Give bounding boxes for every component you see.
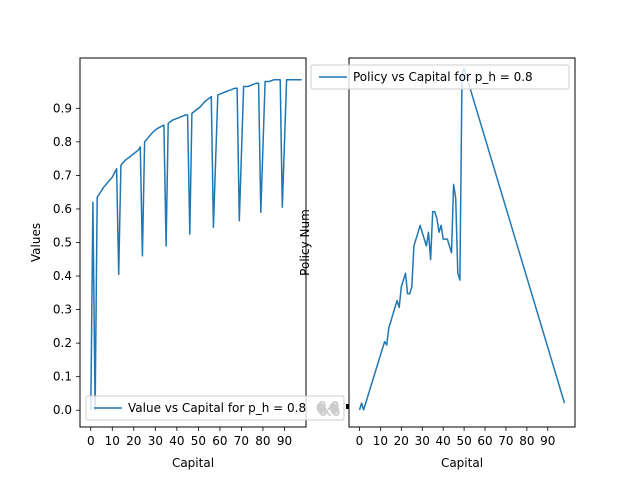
x-tick-label: 0 [356,434,364,448]
policy-legend-label: Policy vs Capital for p_h = 0.8 [353,70,533,84]
x-tick-label: 30 [148,434,163,448]
policy-legend: Policy vs Capital for p_h = 0.8 [310,64,570,90]
y-tick-label: 0.9 [53,101,72,115]
x-tick-label: 80 [519,434,534,448]
x-tick-label: 10 [373,434,388,448]
policy-x-ticks: 0 10 20 30 40 50 60 70 80 90 [356,427,555,448]
x-tick-label: 80 [255,434,270,448]
x-tick-label: 70 [234,434,249,448]
value-y-axis-label: Values [29,223,43,262]
x-tick-label: 90 [277,434,292,448]
x-tick-label: 40 [436,434,451,448]
value-x-axis-label: Capital [172,456,214,470]
policy-chart: 0 10 20 30 40 50 60 70 80 90 Capital Policy Num [298,57,576,470]
y-tick-label: 0.7 [53,168,72,182]
x-tick-label: 40 [169,434,184,448]
x-tick-label: 20 [126,434,141,448]
policy-legend-box [310,64,570,90]
value-series-lines [90,79,302,411]
series-line-0 [358,67,566,411]
y-tick-label: 0.4 [53,269,72,283]
series-line-0 [90,79,302,411]
overlap-tick-mark [346,404,349,409]
x-tick-label: 0 [87,434,95,448]
value-legend: Value vs Capital for p_h = 0.8 [85,395,345,421]
x-tick-label: 60 [212,434,227,448]
x-tick-label: 70 [498,434,513,448]
y-tick-label: 0.8 [53,135,72,149]
policy-series-lines [358,67,566,411]
y-tick-label: 0.3 [53,303,72,317]
y-tick-label: 0.0 [53,403,72,417]
policy-plot-frame [348,57,576,428]
x-tick-label: 50 [456,434,471,448]
x-tick-label: 20 [394,434,409,448]
value-x-ticks: 0 10 20 30 40 50 60 70 80 90 [87,427,292,448]
x-tick-label: 60 [477,434,492,448]
x-tick-label: 30 [415,434,430,448]
y-tick-label: 0.2 [53,336,72,350]
y-tick-label: 0.6 [53,202,72,216]
value-y-ticks: 0.0 0.1 0.2 0.3 0.4 0.5 0.6 0.7 0.8 0.9 [53,101,80,417]
policy-y-axis-label: Policy Num [298,209,312,276]
x-tick-label: 90 [540,434,555,448]
policy-x-axis-label: Capital [441,456,483,470]
x-tick-label: 10 [105,434,120,448]
y-tick-label: 0.5 [53,236,72,250]
x-tick-label: 50 [191,434,206,448]
value-legend-label: Value vs Capital for p_h = 0.8 [128,401,306,415]
value-legend-box [85,395,345,421]
value-chart: 0 10 20 30 40 50 60 70 80 90 0.00.10.20.30.40.50.… [29,57,307,470]
y-tick-label: 0.1 [53,370,72,384]
